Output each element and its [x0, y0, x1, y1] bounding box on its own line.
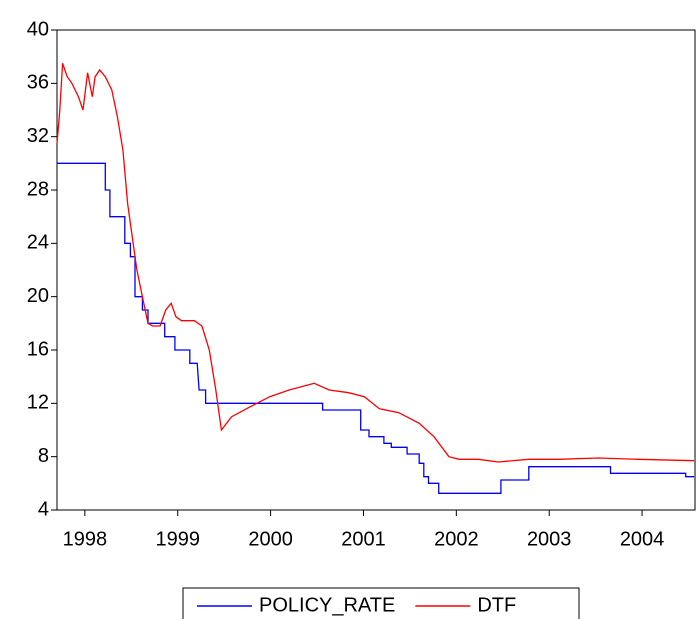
y-tick-label: 24: [27, 232, 49, 254]
series-line: [56, 63, 695, 463]
legend-box: [182, 587, 580, 619]
y-tick-label: 36: [27, 72, 49, 94]
x-tick-label: 2003: [527, 528, 572, 550]
y-tick-label: 32: [27, 125, 49, 147]
y-tick-label: 12: [27, 392, 49, 414]
series-line: [57, 162, 695, 494]
x-tick-label: 1998: [63, 528, 108, 550]
x-tick-label: 2000: [248, 528, 293, 550]
y-tick-label: 20: [27, 285, 49, 307]
y-tick-label: 40: [27, 18, 49, 40]
plot-frame: [56, 29, 696, 511]
x-tick-label: 1999: [155, 528, 200, 550]
y-tick-label: 28: [27, 178, 49, 200]
legend-label: POLICY_RATE: [259, 594, 395, 616]
y-tick-label: 8: [38, 445, 49, 467]
y-tick-label: 16: [27, 338, 49, 360]
x-tick-label: 2001: [341, 528, 386, 550]
x-tick-label: 2002: [434, 528, 479, 550]
y-tick-label: 4: [38, 498, 49, 520]
legend-label: DTF: [477, 594, 516, 616]
x-tick-label: 2004: [620, 528, 665, 550]
